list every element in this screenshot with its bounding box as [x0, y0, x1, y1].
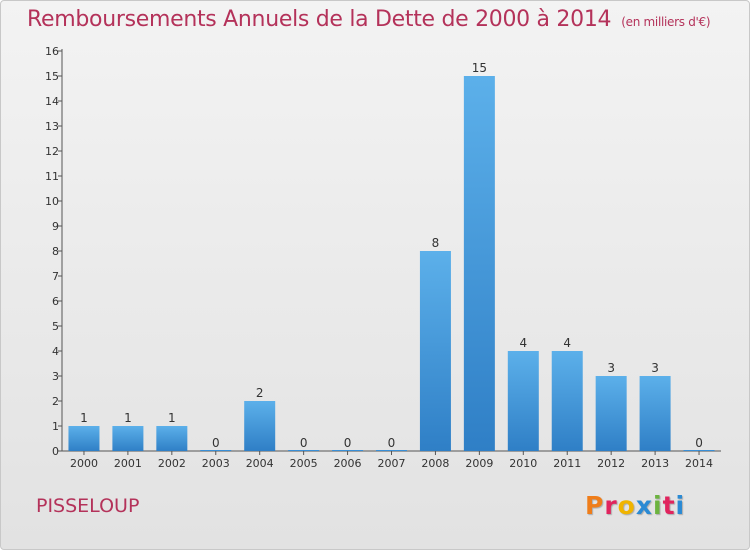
x-tick-label: 2009 [465, 457, 493, 470]
data-label: 0 [695, 436, 703, 450]
logo-letter: t [662, 491, 676, 520]
data-label: 0 [212, 436, 220, 450]
bar [639, 376, 671, 451]
data-label: 8 [432, 236, 440, 250]
data-label: 3 [651, 361, 659, 375]
x-tick-label: 2014 [685, 457, 713, 470]
bar [332, 450, 364, 451]
proxiti-logo: Proxiti [585, 491, 685, 520]
data-label: 1 [168, 411, 176, 425]
data-label: 2 [256, 386, 264, 400]
chart-title: Remboursements Annuels de la Dette de 20… [27, 7, 711, 32]
logo-letter: x [635, 491, 653, 520]
bar [551, 351, 583, 451]
y-tick-label: 16 [45, 45, 59, 58]
data-label: 4 [563, 336, 571, 350]
y-tick-label: 12 [45, 145, 59, 158]
x-tick-label: 2013 [641, 457, 669, 470]
logo-letter: i [675, 491, 686, 520]
y-tick-label: 2 [52, 395, 59, 408]
logo-letter: i [653, 491, 663, 520]
bar [68, 426, 100, 451]
x-tick-label: 2007 [378, 457, 406, 470]
y-tick-label: 15 [45, 70, 59, 83]
data-label: 1 [80, 411, 88, 425]
x-tick-label: 2010 [509, 457, 537, 470]
bar [376, 450, 407, 451]
y-tick-label: 0 [52, 445, 59, 458]
data-label: 3 [607, 361, 615, 375]
x-tick-label: 2001 [114, 457, 142, 470]
bar [156, 426, 188, 451]
y-tick-label: 14 [45, 95, 59, 108]
y-tick-label: 7 [52, 270, 59, 283]
x-tick-label: 2000 [70, 457, 98, 470]
y-tick-label: 6 [52, 295, 59, 308]
data-label: 4 [519, 336, 527, 350]
y-tick-label: 8 [52, 245, 59, 258]
bar [288, 450, 320, 451]
y-tick-label: 10 [45, 195, 59, 208]
y-tick-label: 1 [52, 420, 59, 433]
x-tick-label: 2005 [290, 457, 318, 470]
y-tick-label: 13 [45, 120, 59, 133]
y-tick-label: 4 [52, 345, 59, 358]
y-tick-label: 11 [45, 170, 59, 183]
data-label: 0 [388, 436, 396, 450]
y-tick-label: 3 [52, 370, 59, 383]
commune-name: PISSELOUP [36, 495, 140, 517]
x-tick-label: 2011 [553, 457, 581, 470]
x-tick-label: 2004 [246, 457, 274, 470]
bar [112, 426, 144, 451]
bar [683, 450, 715, 451]
data-label: 0 [344, 436, 352, 450]
x-tick-label: 2008 [421, 457, 449, 470]
bar [507, 351, 539, 451]
bar [200, 450, 232, 451]
x-tick-label: 2002 [158, 457, 186, 470]
logo-letter: r [604, 491, 618, 520]
y-tick-label: 9 [52, 220, 59, 233]
chart-title-text: Remboursements Annuels de la Dette de 20… [27, 7, 612, 32]
chart-unit: (en milliers d'€) [621, 15, 711, 29]
logo-letter: P [585, 491, 605, 520]
bar [463, 76, 495, 451]
bar [419, 251, 451, 451]
bar [244, 401, 276, 451]
logo-letter: o [617, 491, 636, 520]
data-label: 15 [472, 61, 487, 75]
data-label: 1 [124, 411, 132, 425]
bar [595, 376, 627, 451]
y-tick-label: 5 [52, 320, 59, 333]
data-label: 0 [300, 436, 308, 450]
x-tick-label: 2006 [334, 457, 362, 470]
x-tick-label: 2012 [597, 457, 625, 470]
x-tick-label: 2003 [202, 457, 230, 470]
